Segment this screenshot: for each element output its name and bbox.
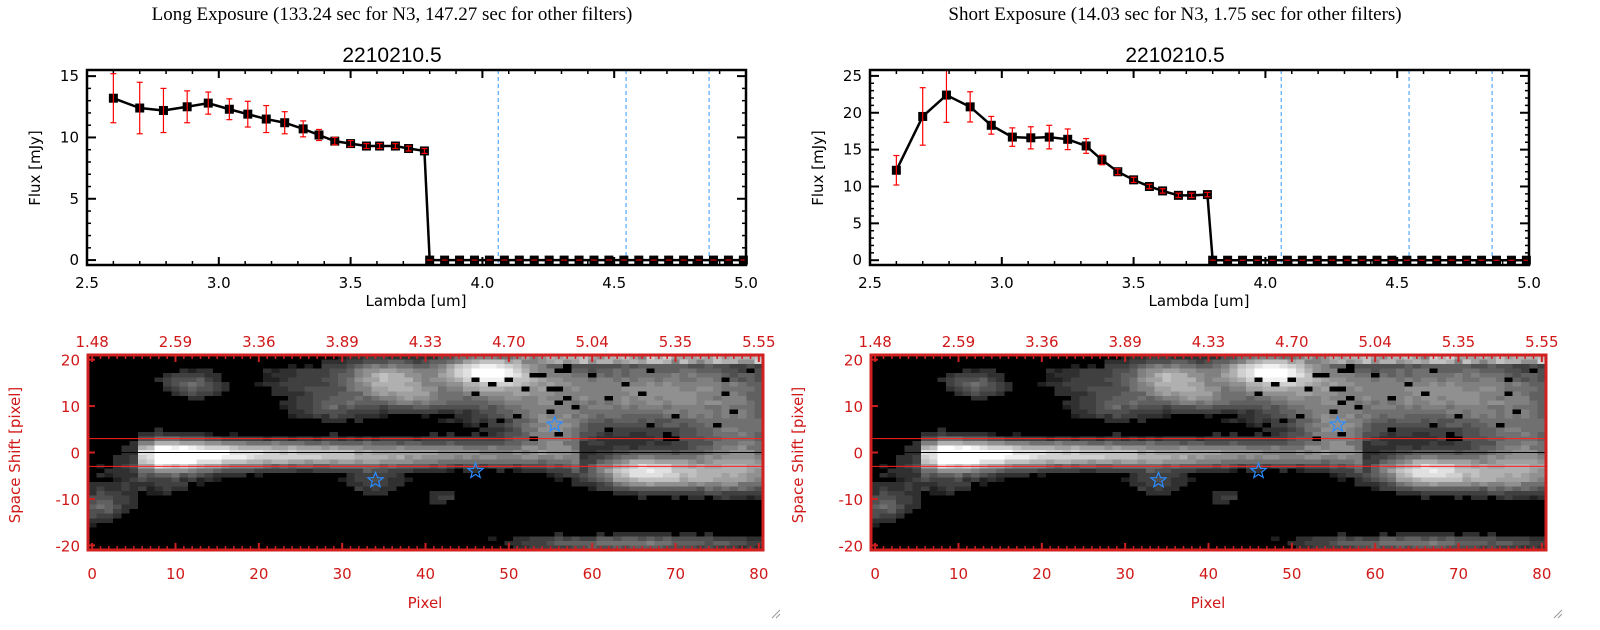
- resize-grip-icon[interactable]: [771, 609, 781, 619]
- x-tick-label: 60: [583, 565, 602, 583]
- y-tick-label: 20: [844, 352, 863, 370]
- y-tick-label: 10: [844, 398, 863, 416]
- plot-frame: [868, 68, 1531, 267]
- star-icon: [1149, 470, 1168, 489]
- top-wavelength-tick-label: 1.48: [75, 333, 108, 351]
- star-icon: [1328, 414, 1347, 433]
- top-wavelength-tick-label: 4.33: [409, 333, 442, 351]
- plot-frame: [85, 68, 748, 267]
- x-tick-label: 60: [1366, 565, 1385, 583]
- x-axis-label: Lambda [um]: [366, 292, 467, 310]
- x-tick-label: 50: [1282, 565, 1301, 583]
- y-tick-label: 10: [843, 177, 862, 195]
- image-frame: [869, 353, 1548, 552]
- top-wavelength-tick-label: 5.35: [659, 333, 692, 351]
- x-tick-label: 10: [166, 565, 185, 583]
- chart-subtitle: 2210210.5: [342, 44, 441, 67]
- top-wavelength-tick-label: 2.59: [159, 333, 192, 351]
- top-wavelength-tick-label: 5.35: [1442, 333, 1475, 351]
- y-axis-label: Space Shift [pixel]: [6, 387, 24, 524]
- x-axis-label: Pixel: [408, 594, 443, 612]
- x-tick-label: 4.5: [602, 274, 626, 292]
- y-tick-label: -10: [56, 491, 81, 509]
- top-wavelength-tick-label: 3.89: [325, 333, 358, 351]
- x-tick-label: 50: [499, 565, 518, 583]
- short-exposure-spectral-image: Pixel Space Shift [pixel] 0 1.48 10 2.59 20 3…: [789, 333, 1559, 612]
- y-tick-label: -20: [56, 537, 81, 555]
- long-exposure-spectrum: Long Exposure (133.24 sec for N3, 147.27…: [26, 4, 758, 310]
- y-tick-label: 10: [61, 398, 80, 416]
- x-tick-label: 3.5: [339, 274, 363, 292]
- series-line: [112, 97, 744, 262]
- x-tick-label: 10: [949, 565, 968, 583]
- y-tick-label: 0: [70, 445, 80, 463]
- y-tick-label: -20: [839, 537, 864, 555]
- x-tick-label: 2.5: [858, 274, 882, 292]
- y-axis-label: Flux [mJy]: [809, 130, 827, 206]
- y-tick-label: 5: [852, 214, 862, 232]
- y-tick-label: 15: [60, 67, 79, 85]
- x-tick-label: 70: [1449, 565, 1468, 583]
- x-axis-label: Pixel: [1191, 594, 1226, 612]
- y-tick-label: 20: [843, 104, 862, 122]
- x-tick-label: 80: [749, 565, 768, 583]
- top-wavelength-tick-label: 4.70: [492, 333, 525, 351]
- x-axis-label: Lambda [um]: [1149, 292, 1250, 310]
- top-wavelength-tick-label: 5.04: [1358, 333, 1391, 351]
- x-tick-label: 40: [416, 565, 435, 583]
- x-tick-label: 80: [1532, 565, 1551, 583]
- long-exposure-spectral-image: Pixel Space Shift [pixel] 0 1.48 10 2.59 20 3…: [6, 333, 776, 612]
- chart-title: Long Exposure (133.24 sec for N3, 147.27…: [152, 4, 633, 25]
- x-tick-label: 3.0: [207, 274, 231, 292]
- x-tick-label: 3.5: [1122, 274, 1146, 292]
- top-wavelength-tick-label: 3.36: [1025, 333, 1058, 351]
- top-wavelength-tick-label: 4.70: [1275, 333, 1308, 351]
- x-tick-label: 20: [249, 565, 268, 583]
- x-tick-label: 40: [1199, 565, 1218, 583]
- x-tick-label: 5.0: [1517, 274, 1541, 292]
- resize-grip-icon[interactable]: [1553, 609, 1563, 619]
- y-tick-label: 10: [60, 128, 79, 146]
- short-exposure-spectrum: Short Exposure (14.03 sec for N3, 1.75 s…: [809, 4, 1541, 310]
- x-tick-label: 30: [333, 565, 352, 583]
- y-tick-label: 0: [853, 445, 863, 463]
- x-tick-label: 70: [666, 565, 685, 583]
- x-tick-label: 4.0: [1253, 274, 1277, 292]
- top-wavelength-tick-label: 2.59: [942, 333, 975, 351]
- y-tick-label: 15: [843, 141, 862, 159]
- y-tick-label: 25: [843, 67, 862, 85]
- star-icon: [466, 461, 485, 479]
- x-tick-label: 30: [1116, 565, 1135, 583]
- y-tick-label: 20: [61, 352, 80, 370]
- y-tick-label: 0: [69, 251, 79, 269]
- top-wavelength-tick-label: 3.36: [242, 333, 275, 351]
- image-frame: [86, 353, 765, 552]
- star-icon: [1249, 461, 1268, 479]
- y-tick-label: -10: [839, 491, 864, 509]
- x-tick-label: 5.0: [734, 274, 758, 292]
- top-wavelength-tick-label: 1.48: [858, 333, 891, 351]
- top-wavelength-tick-label: 5.04: [575, 333, 608, 351]
- top-wavelength-tick-label: 3.89: [1108, 333, 1141, 351]
- y-tick-label: 0: [852, 251, 862, 269]
- x-tick-label: 3.0: [990, 274, 1014, 292]
- y-axis-label: Space Shift [pixel]: [789, 387, 807, 524]
- x-tick-label: 4.5: [1385, 274, 1409, 292]
- star-icon: [545, 414, 564, 433]
- x-tick-label: 2.5: [75, 274, 99, 292]
- x-tick-label: 20: [1032, 565, 1051, 583]
- x-tick-label: 0: [870, 565, 880, 583]
- y-tick-label: 5: [69, 190, 79, 208]
- chart-subtitle: 2210210.5: [1125, 44, 1224, 67]
- x-tick-label: 0: [87, 565, 97, 583]
- star-icon: [366, 470, 385, 489]
- x-tick-label: 4.0: [470, 274, 494, 292]
- top-wavelength-tick-label: 5.55: [742, 333, 775, 351]
- y-axis-label: Flux [mJy]: [26, 130, 44, 206]
- chart-title: Short Exposure (14.03 sec for N3, 1.75 s…: [948, 4, 1401, 25]
- top-wavelength-tick-label: 4.33: [1192, 333, 1225, 351]
- series-line: [895, 93, 1527, 262]
- top-wavelength-tick-label: 5.55: [1525, 333, 1558, 351]
